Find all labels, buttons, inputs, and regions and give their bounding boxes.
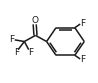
Text: F: F [9,35,14,44]
Text: F: F [14,48,19,57]
Text: F: F [80,55,85,64]
Text: F: F [28,48,33,57]
Text: O: O [31,16,38,25]
Text: F: F [80,19,85,28]
